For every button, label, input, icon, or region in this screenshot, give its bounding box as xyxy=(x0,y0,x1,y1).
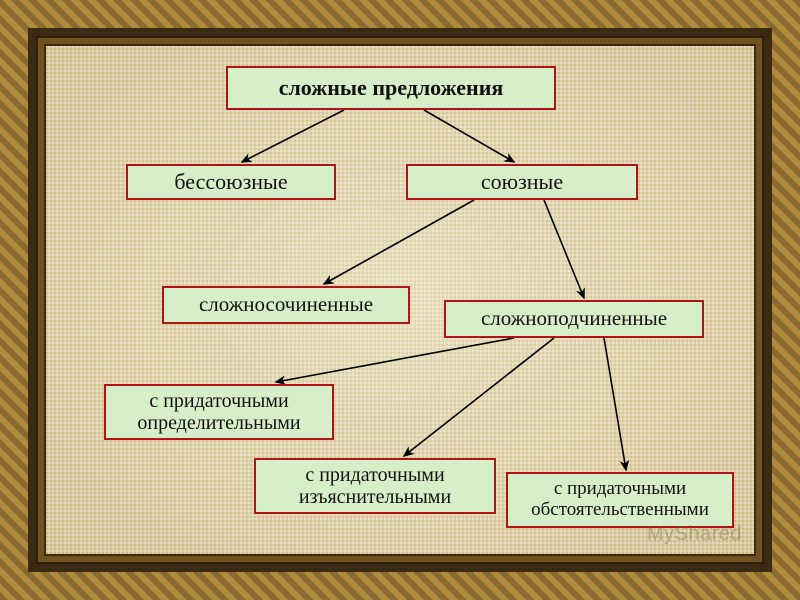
edge-n2-n3 xyxy=(324,200,474,284)
edge-n2-n4 xyxy=(544,200,584,298)
edge-n4-n7 xyxy=(604,338,626,470)
watermark-text: MyShared xyxy=(647,523,742,546)
node-n5: с придаточными определительными xyxy=(104,384,334,440)
ornate-frame: сложные предложения бессоюзные союзные слож… xyxy=(0,0,800,600)
node-label: с придаточными определительными xyxy=(112,390,326,434)
node-n1: бессоюзные xyxy=(126,164,336,200)
edge-root-n1 xyxy=(242,110,344,162)
diagram-canvas-background: сложные предложения бессоюзные союзные слож… xyxy=(38,38,762,562)
node-label: союзные xyxy=(481,170,563,194)
node-n7: с придаточными обстоятельственными xyxy=(506,472,734,528)
node-label: с придаточными изъяснительными xyxy=(262,464,488,508)
node-label: сложные предложения xyxy=(279,76,504,100)
edge-n4-n6 xyxy=(404,338,554,456)
edge-root-n2 xyxy=(424,110,514,162)
node-n2: союзные xyxy=(406,164,638,200)
node-label: бессоюзные xyxy=(174,170,287,194)
node-n3: сложносочиненные xyxy=(162,286,410,324)
tree-diagram: сложные предложения бессоюзные союзные слож… xyxy=(44,44,756,556)
node-root: сложные предложения xyxy=(226,66,556,110)
node-label: с придаточными обстоятельственными xyxy=(514,479,726,521)
node-label: сложноподчиненные xyxy=(481,307,667,330)
node-label: сложносочиненные xyxy=(199,293,373,316)
node-n6: с придаточными изъяснительными xyxy=(254,458,496,514)
edge-n4-n5 xyxy=(276,338,514,382)
node-n4: сложноподчиненные xyxy=(444,300,704,338)
